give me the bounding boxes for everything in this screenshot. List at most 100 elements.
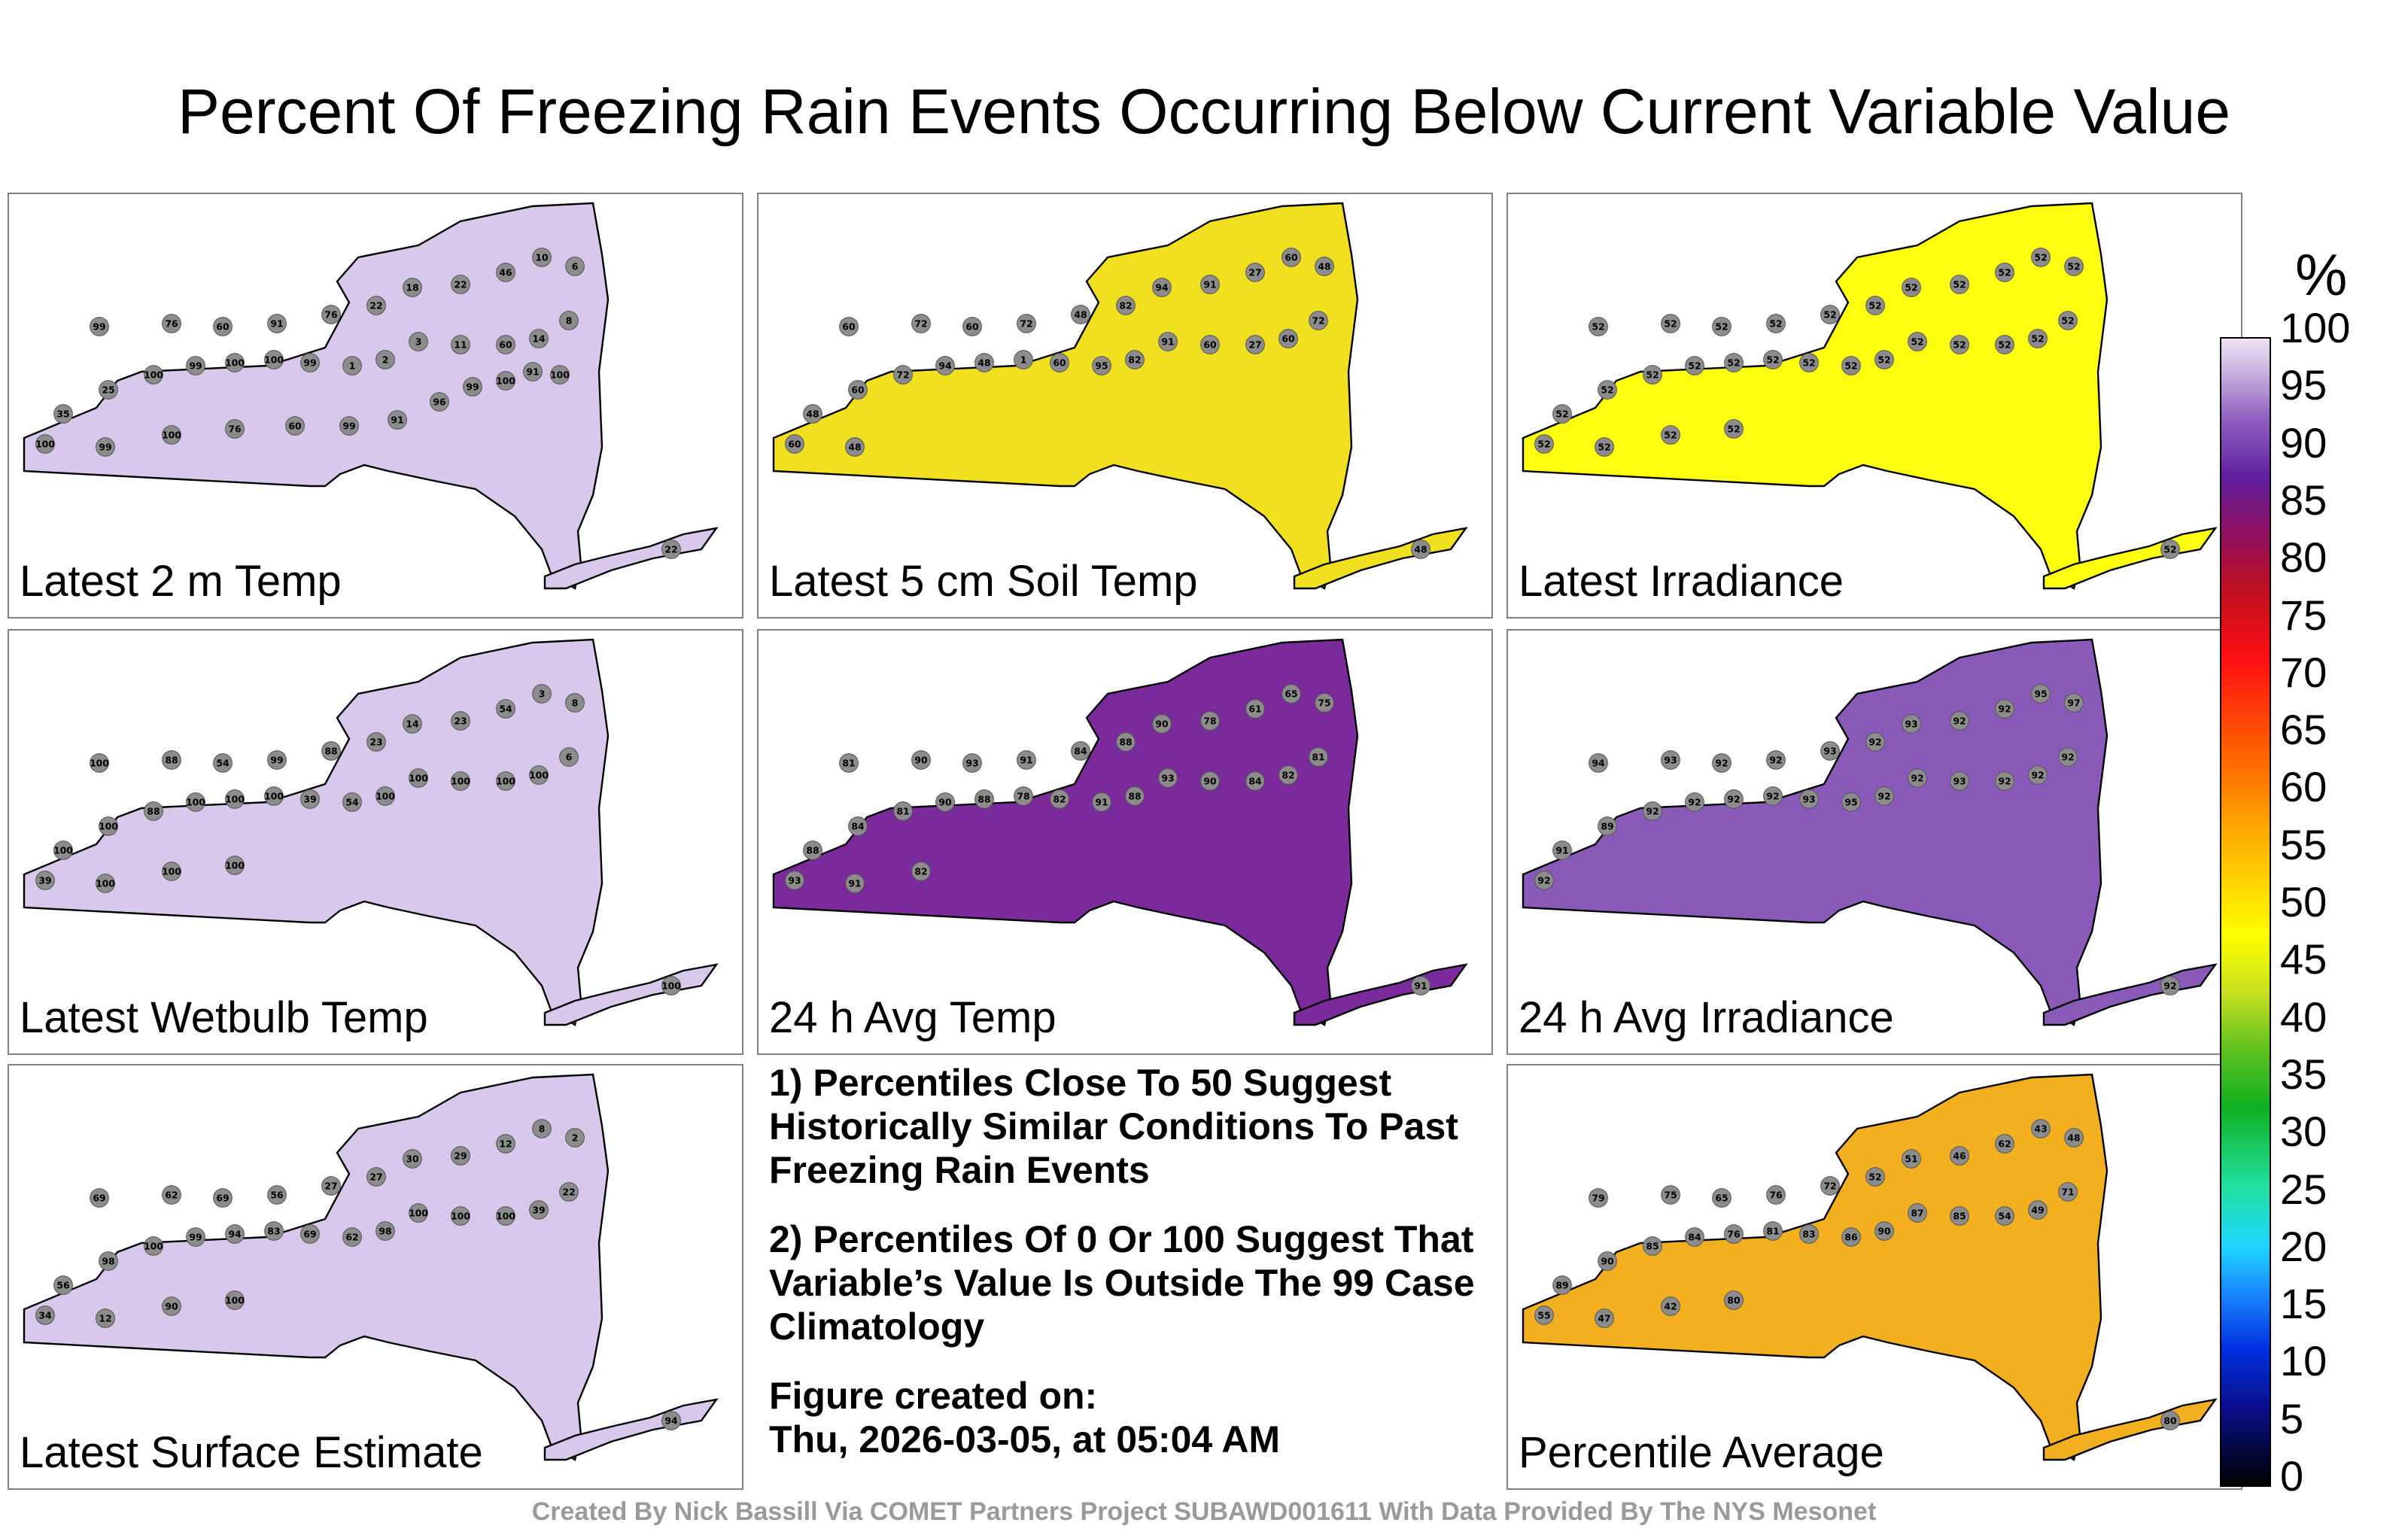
station-value: 82 <box>1119 300 1132 312</box>
station-marker: 60 <box>1278 329 1298 348</box>
station-value: 60 <box>965 321 979 333</box>
station-marker: 60 <box>285 416 305 436</box>
station-marker: 100 <box>225 789 245 809</box>
station-marker: 92 <box>1724 789 1744 809</box>
station-value: 88 <box>147 806 160 817</box>
station-value: 60 <box>842 321 856 333</box>
station-value: 91 <box>848 878 861 889</box>
station-marker: 48 <box>1315 257 1334 276</box>
station-marker: 82 <box>1278 765 1298 785</box>
station-value: 76 <box>1727 1229 1740 1240</box>
station-marker: 76 <box>321 305 341 324</box>
station-value: 92 <box>1769 755 1782 766</box>
station-value: 52 <box>1664 430 1677 441</box>
station-value: 52 <box>1601 385 1613 396</box>
station-marker: 48 <box>1071 305 1090 324</box>
station-value: 3 <box>415 336 422 348</box>
station-marker: 52 <box>1799 353 1819 372</box>
station-marker: 99 <box>90 317 109 336</box>
station-marker: 23 <box>451 711 470 731</box>
station-value: 93 <box>1953 776 1966 787</box>
station-value: 99 <box>93 321 105 333</box>
station-marker: 52 <box>2160 540 2180 559</box>
station-value: 94 <box>1592 758 1605 769</box>
station-value: 100 <box>496 776 515 787</box>
station-value: 100 <box>99 821 118 832</box>
station-marker: 81 <box>893 801 913 821</box>
station-marker: 100 <box>90 753 109 773</box>
panel-label: 24 h Avg Temp <box>769 993 1057 1042</box>
station-value: 69 <box>93 1193 105 1204</box>
station-marker: 92 <box>2160 976 2180 995</box>
station-marker: 100 <box>264 786 284 806</box>
station-value: 100 <box>90 758 109 769</box>
station-marker: 100 <box>225 353 245 372</box>
station-marker: 92 <box>1534 871 1554 890</box>
station-value: 100 <box>264 354 284 366</box>
station-marker: 91 <box>1017 750 1036 770</box>
station-marker: 91 <box>388 410 407 430</box>
colorbar-tick-label: 0 <box>2280 1452 2304 1500</box>
station-marker: 92 <box>2058 747 2078 767</box>
station-value: 99 <box>189 1232 202 1243</box>
colorbar-tick-label: 90 <box>2280 418 2327 467</box>
station-value: 10 <box>535 252 549 263</box>
station-marker: 88 <box>144 801 163 821</box>
station-value: 91 <box>270 318 283 330</box>
state-map: 60 72 60 72 48 82 94 91 27 60 48 72 60 27 60 91 82 95 60 1 4… <box>772 202 1468 590</box>
station-marker: 52 <box>1724 419 1744 439</box>
state-outline <box>772 638 1359 1026</box>
station-value: 79 <box>1592 1193 1604 1204</box>
station-value: 100 <box>225 357 245 369</box>
station-value: 8 <box>566 315 573 327</box>
station-value: 52 <box>1555 409 1568 420</box>
station-value: 6 <box>566 752 573 763</box>
station-marker: 65 <box>1282 684 1301 704</box>
station-marker: 87 <box>1908 1203 1927 1223</box>
station-marker: 98 <box>99 1251 118 1271</box>
station-value: 89 <box>1555 1280 1568 1291</box>
station-marker: 92 <box>1950 711 1969 731</box>
station-value: 56 <box>56 1280 69 1291</box>
station-value: 60 <box>1282 333 1295 345</box>
station-marker: 1 <box>342 356 362 375</box>
station-value: 60 <box>288 421 302 432</box>
station-marker: 78 <box>1200 711 1220 731</box>
station-marker: 43 <box>2031 1119 2051 1138</box>
station-marker: 88 <box>803 840 822 860</box>
station-marker: 91 <box>845 874 865 893</box>
station-marker: 90 <box>162 1296 181 1316</box>
station-marker: 84 <box>1071 741 1090 761</box>
state-outline <box>23 202 610 590</box>
station-marker: 100 <box>225 856 245 875</box>
station-marker: 62 <box>1995 1134 2014 1154</box>
station-value: 6 <box>572 261 579 272</box>
station-marker: 91 <box>267 314 287 333</box>
station-marker: 72 <box>1309 311 1328 330</box>
station-value: 52 <box>1953 279 1966 290</box>
station-value: 52 <box>1844 360 1857 372</box>
station-marker: 86 <box>1841 1227 1861 1247</box>
station-marker: 30 <box>403 1149 422 1169</box>
panel-label: 24 h Avg Irradiance <box>1519 993 1894 1042</box>
station-value: 92 <box>1715 758 1728 769</box>
station-marker: 55 <box>1534 1306 1554 1325</box>
station-marker: 76 <box>225 419 245 439</box>
station-marker: 92 <box>1908 768 1927 788</box>
station-value: 100 <box>409 1208 428 1219</box>
colorbar-tick-label: 20 <box>2280 1222 2327 1270</box>
station-value: 35 <box>56 409 69 420</box>
station-value: 88 <box>806 845 819 856</box>
station-value: 54 <box>1998 1211 2011 1222</box>
station-marker: 100 <box>496 371 515 391</box>
station-marker: 54 <box>342 792 362 812</box>
panel-percentile-average: 79 75 65 76 72 52 51 46 62 43 48 71 49 54 85 87 90 86 83 81… <box>1507 1064 2242 1490</box>
station-value: 94 <box>1155 282 1169 293</box>
station-marker: 100 <box>225 1290 245 1310</box>
station-value: 52 <box>2061 315 2074 327</box>
station-marker: 90 <box>1200 771 1220 791</box>
station-marker: 52 <box>1643 365 1662 385</box>
station-value: 14 <box>406 719 419 730</box>
station-marker: 100 <box>96 874 115 893</box>
station-marker: 100 <box>186 792 205 812</box>
